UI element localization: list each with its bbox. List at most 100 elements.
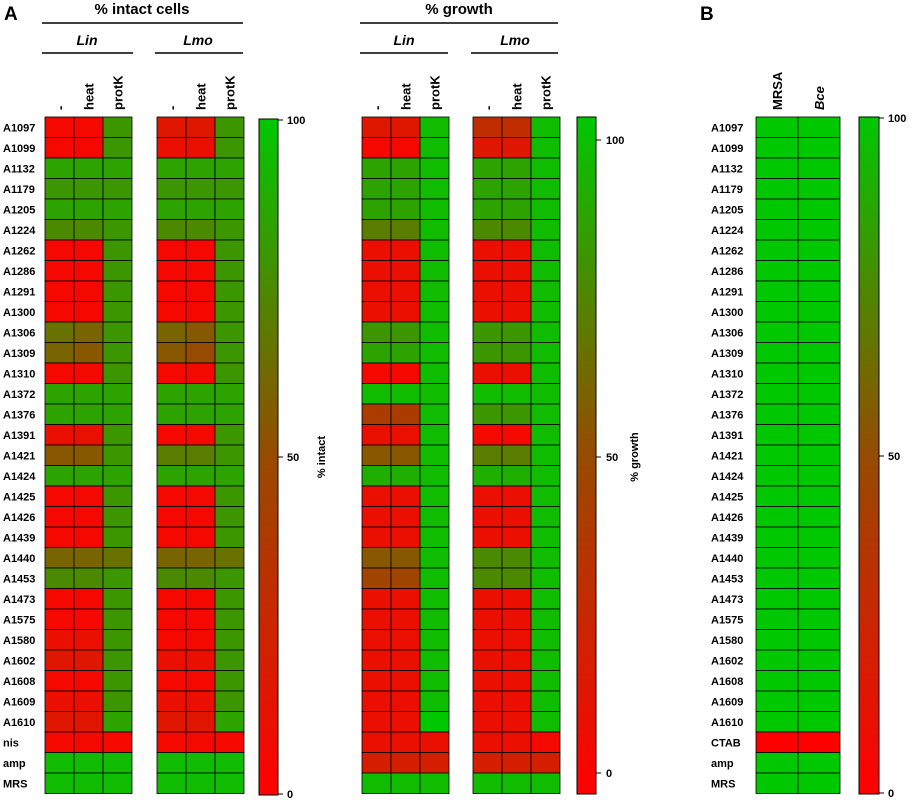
growth-lin-cell (361, 752, 392, 774)
growth-lmo-column-label: protK (539, 75, 554, 110)
growth-lin-cell (390, 157, 421, 179)
growth-lmo-cell (530, 731, 561, 753)
panel-b-cell (755, 649, 799, 671)
growth-lmo-cell (530, 465, 561, 487)
intact-lmo-cell (214, 465, 245, 487)
intact-lin-cell (102, 485, 133, 507)
colorbar-b-ticklabel-50: 50 (888, 451, 900, 463)
intact-lin-cell (73, 239, 104, 261)
growth-lin-cell (361, 670, 392, 692)
growth-lmo-cell (530, 752, 561, 774)
row-label: A1205 (3, 204, 35, 216)
growth-lin-cell (390, 731, 421, 753)
growth-title: % growth (425, 1, 493, 18)
panel-b-cell (797, 403, 841, 425)
intact-lin-cell (73, 608, 104, 630)
row-label: A1424 (3, 471, 36, 483)
panel-b-cell (755, 629, 799, 651)
growth-lin-cell (390, 219, 421, 241)
growth-lmo-cell (472, 547, 503, 569)
row-label: A1440 (711, 553, 743, 565)
panel-b-cell (797, 301, 841, 323)
colorbar-growth-label: % growth (629, 432, 641, 482)
panel-b-column-label: Bce (812, 86, 827, 110)
row-label: A1439 (711, 532, 743, 544)
growth-lmo-cell (530, 383, 561, 405)
growth-lin-cell (361, 608, 392, 630)
panel-b-cell (755, 260, 799, 282)
growth-lmo-cell (501, 731, 532, 753)
intact-title: % intact cells (94, 1, 189, 18)
growth-lmo-cell (501, 772, 532, 794)
panel-b-cell (797, 670, 841, 692)
growth-lmo-cell (472, 465, 503, 487)
intact-lin-cell (102, 752, 133, 774)
growth-lmo-cell (501, 157, 532, 179)
growth-lin-cell (361, 198, 392, 220)
intact-lin-cell (73, 731, 104, 753)
intact-lmo-cell (214, 526, 245, 548)
panel-b-cell (755, 362, 799, 384)
growth-lin-cell (390, 444, 421, 466)
panel-b-cell (755, 342, 799, 364)
growth-lin-cell (390, 506, 421, 528)
row-label: A1391 (3, 430, 35, 442)
panel-b-cell (797, 526, 841, 548)
growth-lin-cell (390, 485, 421, 507)
growth-lmo-cell (501, 321, 532, 343)
growth-lin-cell (419, 547, 450, 569)
intact-lin-cell (44, 772, 75, 794)
growth-lmo-cell (501, 444, 532, 466)
intact-lin-cell (73, 301, 104, 323)
growth-lmo-cell (501, 629, 532, 651)
growth-lin-cell (361, 178, 392, 200)
growth-lin-column-label: heat (399, 83, 414, 110)
growth-lmo-cell (472, 157, 503, 179)
growth-lmo-cell (530, 157, 561, 179)
panel-b-cell (797, 444, 841, 466)
row-label: A1179 (3, 184, 35, 196)
intact-lmo-cell (156, 137, 187, 159)
intact-lmo-cell (185, 629, 216, 651)
panel-b-cell (755, 731, 799, 753)
growth-lmo-cell (472, 567, 503, 589)
intact-lmo-cell (185, 362, 216, 384)
row-label: A1608 (3, 676, 35, 688)
intact-lmo-cell (214, 690, 245, 712)
intact-lmo-cell (214, 342, 245, 364)
colorbar-growth (576, 116, 597, 795)
intact-lin-cell (73, 711, 104, 733)
intact-lmo-cell (156, 260, 187, 282)
growth-lin-cell (419, 731, 450, 753)
growth-lin-cell (361, 567, 392, 589)
intact-lmo-cell (214, 301, 245, 323)
growth-lin-cell (361, 772, 392, 794)
growth-lmo-cell (530, 198, 561, 220)
intact-lin-cell (102, 629, 133, 651)
intact-lmo-cell (156, 731, 187, 753)
panel-b-cell (755, 239, 799, 261)
panel-b-cell (797, 178, 841, 200)
intact-lin-cell (73, 526, 104, 548)
row-label: A1099 (3, 143, 35, 155)
intact-lin-cell (102, 588, 133, 610)
row-label: A1309 (3, 348, 35, 360)
row-label: A1376 (3, 409, 35, 421)
row-label: A1372 (3, 389, 35, 401)
row-label: A1609 (3, 696, 35, 708)
growth-lmo-cell (472, 260, 503, 282)
intact-lmo-cell (214, 608, 245, 630)
growth-lin-cell (390, 198, 421, 220)
growth-lmo-cell (501, 362, 532, 384)
growth-lmo-cell (501, 588, 532, 610)
intact-lin-cell (102, 116, 133, 138)
intact-lin-cell (73, 444, 104, 466)
growth-lmo-cell (501, 198, 532, 220)
growth-lin-cell (390, 752, 421, 774)
intact-lin-cell (73, 403, 104, 425)
panel-label-b: B (700, 4, 714, 25)
intact-lmo-cell (156, 198, 187, 220)
intact-lin-cell (73, 690, 104, 712)
intact-lmo-column-label: heat (194, 83, 209, 110)
intact-lin-cell (102, 547, 133, 569)
